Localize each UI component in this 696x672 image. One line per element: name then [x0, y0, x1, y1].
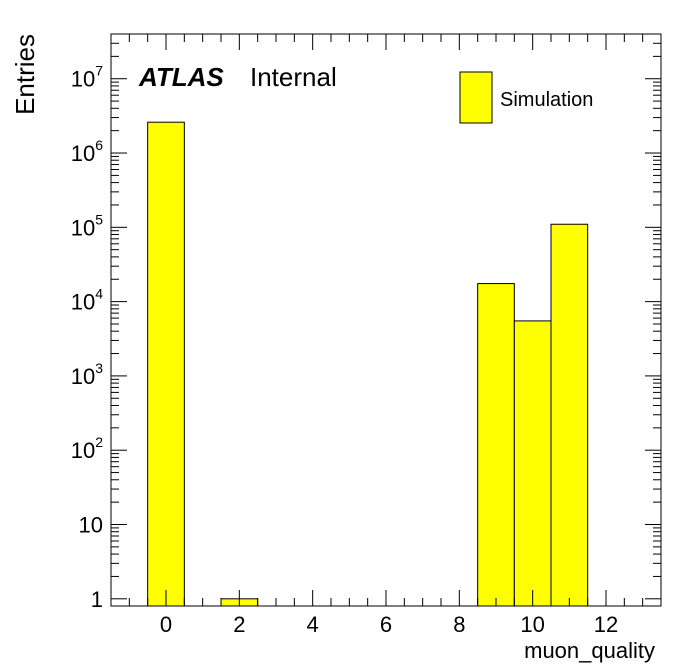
y-tick-label: 1	[91, 587, 103, 612]
bar-bin-2	[477, 283, 515, 607]
x-tick-label: 12	[594, 612, 618, 637]
y-tick-label: 105	[71, 211, 103, 240]
legend-label-simulation: Simulation	[500, 89, 593, 111]
x-tick-label: 0	[160, 612, 172, 637]
x-tick-label: 6	[380, 612, 392, 637]
x-tick-label: 4	[307, 612, 319, 637]
y-tick-label: 102	[71, 434, 103, 463]
y-axis-label: Entries	[10, 34, 40, 115]
y-tick-labels: 1 10 102 103 104 105 106 107	[71, 63, 103, 612]
y-tick-label: 107	[71, 63, 103, 92]
x-axis-label: muon_quality	[524, 638, 655, 663]
bars-layer	[147, 121, 589, 607]
bar-bin-3	[513, 320, 552, 607]
x-tick-label: 8	[453, 612, 465, 637]
x-tick-labels: 0 2 4 6 8 10 12	[160, 612, 618, 637]
bar-bin-4	[550, 223, 589, 607]
x-tick-label: 2	[233, 612, 245, 637]
internal-label: Internal	[250, 62, 337, 92]
legend: Simulation	[459, 71, 593, 124]
plot-frame	[110, 33, 662, 607]
y-tick-label: 10	[79, 513, 103, 538]
y-tick-label: 104	[71, 286, 103, 315]
x-tick-label: 10	[520, 612, 544, 637]
bar-bin-0	[147, 121, 185, 607]
legend-swatch-simulation	[459, 71, 493, 124]
x-axis-ticks	[110, 34, 662, 606]
y-tick-label: 106	[71, 137, 103, 166]
y-tick-label: 103	[71, 360, 103, 389]
atlas-label: ATLAS	[138, 62, 224, 92]
